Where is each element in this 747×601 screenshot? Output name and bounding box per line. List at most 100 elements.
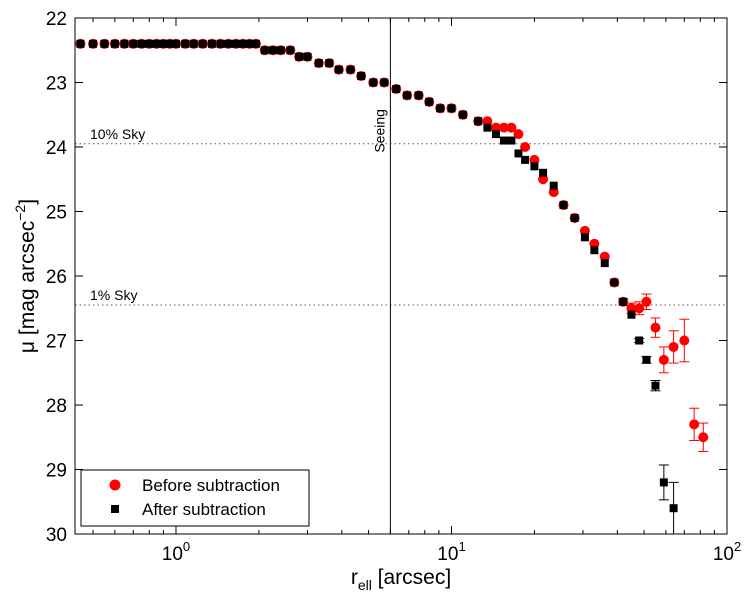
- data-point: [521, 155, 530, 164]
- data-point: [580, 233, 589, 242]
- y-tick-label: 23: [46, 74, 67, 95]
- data-point: [642, 355, 651, 364]
- y-axis-label: μ [mag arcsec−2]: [12, 199, 39, 353]
- x-axis-label: rell [arcsec]: [351, 566, 451, 593]
- data-point: [100, 39, 109, 48]
- data-point: [325, 59, 334, 68]
- data-point: [507, 136, 516, 145]
- data-point: [425, 97, 434, 106]
- legend-label-after: After subtraction: [142, 500, 266, 519]
- data-point: [498, 122, 509, 133]
- data-point: [520, 142, 531, 152]
- data-point: [635, 336, 644, 345]
- data-point: [303, 52, 312, 61]
- data-point: [129, 39, 138, 48]
- series-layer: [75, 38, 709, 534]
- data-point: [369, 78, 378, 87]
- data-point: [286, 46, 295, 55]
- data-point: [634, 303, 645, 314]
- data-point: [627, 310, 636, 319]
- data-point: [539, 168, 548, 177]
- data-point: [659, 478, 668, 487]
- y-tick-label: 28: [46, 396, 67, 417]
- data-point: [231, 39, 240, 48]
- data-point: [414, 91, 423, 100]
- data-point: [600, 259, 609, 268]
- y-axis: 22 23 24 25 26 27 28 29 30: [46, 9, 727, 546]
- y-tick-label: 27: [46, 332, 67, 353]
- series-after-subtraction: [76, 39, 679, 534]
- data-point: [269, 46, 278, 55]
- annotations: 10% Sky 1% Sky Seeing: [90, 109, 387, 303]
- data-point: [120, 39, 129, 48]
- legend-marker-after: [111, 505, 119, 513]
- data-point: [458, 110, 467, 119]
- legend-marker-before: [109, 479, 121, 491]
- data-point: [295, 52, 304, 61]
- data-point: [76, 39, 85, 48]
- data-point: [436, 104, 445, 113]
- data-point: [403, 91, 412, 100]
- y-tick-label: 24: [46, 138, 68, 159]
- data-point: [530, 162, 539, 171]
- data-point: [570, 213, 579, 222]
- data-point: [260, 46, 269, 55]
- x-tick-label-exp: 2: [734, 539, 741, 554]
- data-point: [499, 136, 508, 145]
- y-tick-label: 30: [46, 525, 67, 546]
- data-point: [357, 72, 366, 81]
- data-point: [165, 39, 174, 48]
- data-point: [238, 39, 247, 48]
- data-point: [668, 341, 679, 352]
- data-point: [171, 39, 180, 48]
- x-tick-label: 102: [713, 539, 741, 565]
- y-tick-label: 29: [46, 461, 67, 482]
- data-point: [380, 78, 389, 87]
- y-tick-label: 22: [46, 9, 67, 30]
- data-point: [641, 296, 652, 307]
- x-tick-label-base: 10: [162, 544, 183, 565]
- data-point: [346, 65, 355, 74]
- data-point: [491, 130, 500, 139]
- data-point: [689, 419, 700, 430]
- data-point: [590, 246, 599, 255]
- x-tick-label-base: 10: [713, 544, 734, 565]
- sky-level-label: 1% Sky: [90, 287, 137, 303]
- data-point: [549, 181, 558, 190]
- legend: Before subtraction After subtraction: [80, 469, 310, 527]
- data-point: [137, 39, 146, 48]
- data-point: [152, 39, 161, 48]
- data-point: [506, 122, 517, 133]
- x-axis: 100 101 102: [92, 18, 741, 565]
- x-tick-label-base: 10: [437, 544, 458, 565]
- y-tick-label: 26: [46, 267, 67, 288]
- data-point: [334, 65, 343, 74]
- y-tick-label: 25: [46, 203, 67, 224]
- data-point: [698, 432, 709, 443]
- data-point: [559, 201, 568, 210]
- data-point: [314, 59, 323, 68]
- x-tick-label-exp: 1: [458, 539, 465, 554]
- data-point: [145, 39, 154, 48]
- data-point: [651, 381, 660, 390]
- data-point: [650, 322, 661, 333]
- data-point: [276, 46, 285, 55]
- x-tick-label: 100: [162, 539, 190, 565]
- data-point: [669, 504, 678, 513]
- legend-box: [80, 469, 310, 527]
- data-point: [513, 129, 524, 140]
- data-point: [110, 39, 119, 48]
- data-point: [89, 39, 98, 48]
- data-point: [216, 39, 225, 48]
- data-point: [224, 39, 233, 48]
- legend-label-before: Before subtraction: [142, 476, 280, 495]
- data-point: [207, 39, 216, 48]
- x-tick-label: 101: [437, 539, 465, 565]
- data-point: [159, 39, 168, 48]
- data-point: [181, 39, 190, 48]
- data-point: [251, 39, 260, 48]
- sky-level-label: 10% Sky: [90, 126, 145, 142]
- data-point: [679, 335, 690, 346]
- seeing-label: Seeing: [371, 109, 387, 153]
